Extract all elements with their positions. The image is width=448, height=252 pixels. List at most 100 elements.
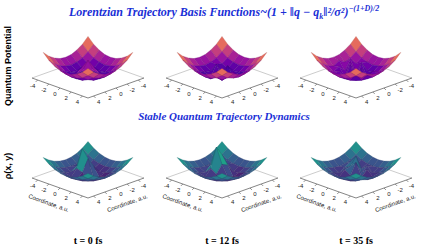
x-tick-label: 0 [187,91,191,97]
y-tick [94,196,96,198]
surface-cell [188,169,199,175]
x-tick-label: -2 [309,87,315,93]
y-tick-label: 4 [365,99,369,105]
y-tick-label: -2 [130,187,136,193]
y-tick [406,180,408,182]
surface-cell [116,60,127,70]
surface-cell [328,172,339,177]
y-tick [250,188,252,190]
surface-cell [183,164,194,172]
surface-cell [122,52,133,63]
panel: -4-2024-4-2024 [30,36,147,105]
panel: -4-2024-4-2024Coordinate, a.u.Coordinate… [162,142,283,214]
x-tick-label: 2 [199,95,203,101]
y-tick [138,80,140,82]
y-tick-label: -2 [264,87,270,93]
surface [311,36,401,80]
y-axis-title: Coordinate, a.u. [106,193,149,213]
surface-cell [183,60,194,70]
column-label: t = 0 fs [74,235,103,246]
surface-cell [105,172,116,177]
x-tick [170,80,172,82]
formula-rest: ‖²/σ²) [323,5,348,19]
x-tick [181,84,183,86]
x-tick-label: -2 [175,87,181,93]
surface [177,142,267,181]
y-axis-line [88,178,144,198]
x-tick [326,188,328,190]
y-tick-label: 4 [97,199,101,205]
y-tick-label: -2 [130,87,136,93]
y-tick-label: 0 [119,91,123,97]
surface-cell [177,52,188,63]
x-axis-line [32,78,88,98]
y-tick [138,180,140,182]
y-tick [362,196,364,198]
x-tick-label: -4 [164,183,170,189]
title-text: Lorentzian Trajectory Basis Functions~ [68,5,267,19]
y-tick-label: 2 [108,95,112,101]
y-tick-label: 0 [253,191,257,197]
x-tick-label: 4 [210,199,214,205]
row-label: ρ(x, y) [3,153,13,180]
x-tick-label: 4 [210,99,214,105]
surface-cell [250,164,261,172]
y-tick [127,184,129,186]
title: Lorentzian Trajectory Basis Functions~(1… [68,4,379,21]
surface-cell [256,158,267,167]
y-tick [272,80,274,82]
y-tick-label: 2 [108,195,112,201]
y-tick [105,92,107,94]
y-tick-label: 2 [376,195,380,201]
x-tick-label: 0 [187,191,191,197]
surface-cell [378,169,389,175]
surface-cell [43,158,54,167]
y-tick-label: 2 [242,195,246,201]
x-tick [69,92,71,94]
y-tick [116,188,118,190]
surface-cell [256,52,267,63]
y-tick-label: -2 [398,87,404,93]
panel: -4-2024-4-2024 [164,36,281,105]
y-tick [94,96,96,98]
surface-cell [216,68,227,75]
y-axis-title: Coordinate, a.u. [240,193,283,213]
x-tick-label: 4 [76,99,80,105]
x-tick [80,96,82,98]
surface-cell [82,68,93,75]
surface-cell [82,174,93,179]
x-tick [214,196,216,198]
surface-cell [311,52,322,63]
x-tick [203,92,205,94]
y-tick [384,188,386,190]
x-tick [214,96,216,98]
surface-cell [373,172,384,177]
x-tick-label: -2 [309,187,315,193]
surface [43,142,133,181]
base-frame [32,58,144,78]
surface-cell [390,158,401,167]
y-tick [228,96,230,98]
surface-cell [390,52,401,63]
surface [43,36,133,80]
x-tick-label: 0 [321,91,325,97]
x-axis-line [166,178,222,198]
x-tick [36,80,38,82]
surface-cell [110,169,121,175]
x-tick [47,84,49,86]
x-tick-label: -4 [30,183,36,189]
surface [177,36,267,80]
x-tick-label: 4 [344,99,348,105]
x-tick [348,96,350,98]
y-tick-label: 0 [387,91,391,97]
x-tick-label: 4 [76,199,80,205]
x-tick-label: 2 [65,95,69,101]
y-tick-label: -4 [275,183,281,189]
x-tick-label: -4 [30,83,36,89]
x-tick-label: 2 [333,95,337,101]
x-axis-title: Coordinate, a.u. [162,193,205,213]
x-tick [58,188,60,190]
surface [311,142,401,181]
surface-cell [384,60,395,70]
y-tick [384,88,386,90]
